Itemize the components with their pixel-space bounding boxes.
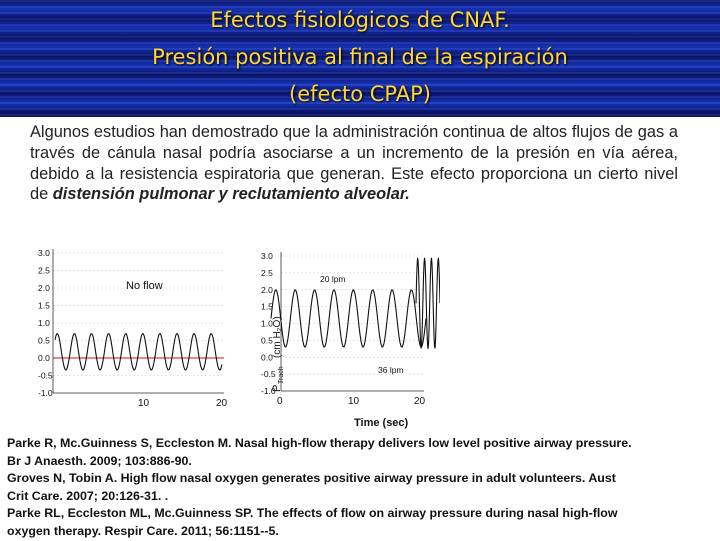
panel-2-y-tick-label: 1.0 bbox=[261, 319, 273, 329]
panel-1-y-tick-label: 2.0 bbox=[38, 283, 50, 293]
panel-1-y-tick-label: -0.5 bbox=[38, 371, 53, 381]
x-axis-title: Time (sec) bbox=[354, 417, 409, 429]
panel-2-y-tick-label: 0.5 bbox=[261, 335, 273, 345]
pressure-trace-figure: 3.0 2.5 2.0 1.5 1.0 0.5 0.0 -0.5 -1.0 10 20 No flow… bbox=[36, 236, 440, 432]
panel-1-y-tick-label: 0.0 bbox=[38, 353, 50, 363]
panel-3-condition-label: 36 lpm bbox=[378, 365, 404, 375]
panel-2-trace bbox=[270, 288, 427, 349]
panel-1-y-tick-label: -1.0 bbox=[38, 388, 53, 398]
panel-2-x-tick-label: 0 bbox=[277, 396, 283, 407]
reference-line: Br J Anaesth. 2009; 103:886-90. bbox=[7, 453, 192, 468]
panel-1-y-tick-label: 0.5 bbox=[38, 336, 50, 346]
panel-1-y-tick-label: 3.0 bbox=[38, 248, 50, 258]
panel-2-y-tick-label: 1.5 bbox=[261, 302, 273, 312]
panel-2-y-tick-label: -1.0 bbox=[261, 386, 276, 396]
title-line-1: Efectos fisiológicos de CNAF. bbox=[210, 8, 510, 32]
reference-line: oxygen therapy. Respir Care. 2011; 56:11… bbox=[7, 523, 279, 538]
references: Parke R, Mc.Guinness S, Eccleston M. Nas… bbox=[7, 435, 713, 541]
reference-line: Parke RL, Eccleston ML, Mc.Guinness SP. … bbox=[7, 506, 618, 521]
panel-1-y-tick-label: 1.0 bbox=[38, 318, 50, 328]
panel-1-condition-label: No flow bbox=[126, 280, 163, 292]
panel-2-x-tick-label: 20 bbox=[414, 396, 426, 407]
title-line-3: (efecto CPAP) bbox=[289, 82, 431, 106]
body-text-emphasis: distensión pulmonar y reclutamiento alve… bbox=[52, 185, 410, 204]
reference-line: Crit Care. 2007; 20:126-31. . bbox=[7, 488, 169, 503]
panel-1-trace bbox=[54, 332, 223, 371]
panel-1-x-tick-label: 20 bbox=[216, 398, 228, 409]
panel-2-condition-label: 20 lpm bbox=[320, 274, 346, 284]
panel-3-trace bbox=[415, 257, 440, 349]
reference-line: Parke R, Mc.Guinness S, Eccleston M. Nas… bbox=[7, 436, 632, 450]
y-axis-title-subscript: Trach bbox=[278, 366, 285, 384]
panel-1-y-tick-label: 1.5 bbox=[38, 301, 50, 311]
panel-1-y-tick-label: 2.5 bbox=[38, 266, 50, 276]
body-paragraph: Algunos estudios han demostrado que la a… bbox=[30, 122, 678, 205]
slide-title: Efectos fisiológicos de CNAF. Presión po… bbox=[0, 2, 720, 113]
title-banner bbox=[0, 0, 720, 117]
panel-1-x-tick-label: 10 bbox=[138, 398, 150, 409]
panel-2-y-tick-label: 0.0 bbox=[261, 352, 273, 362]
panel-2-y-tick-label: 2.0 bbox=[261, 285, 273, 295]
panel-2-y-tick-label: 3.0 bbox=[261, 251, 273, 261]
y-axis-title-main: P bbox=[271, 385, 283, 392]
reference-line: Groves N, Tobin A. High flow nasal oxyge… bbox=[7, 471, 616, 486]
body-text-plain: Algunos estudios han demostrado que la a… bbox=[30, 123, 678, 204]
y-axis-title-units: (cm H₂O) bbox=[272, 316, 283, 358]
panel-2-y-tick-label: 2.5 bbox=[261, 268, 273, 278]
panel-2-y-tick-label: -0.5 bbox=[261, 369, 276, 379]
pressure-trace-svg: 3.0 2.5 2.0 1.5 1.0 0.5 0.0 -0.5 -1.0 10 20 No flow… bbox=[38, 248, 440, 429]
panel-2-x-tick-label: 10 bbox=[348, 396, 360, 407]
title-line-2: Presión positiva al final de la espiraci… bbox=[152, 45, 568, 69]
